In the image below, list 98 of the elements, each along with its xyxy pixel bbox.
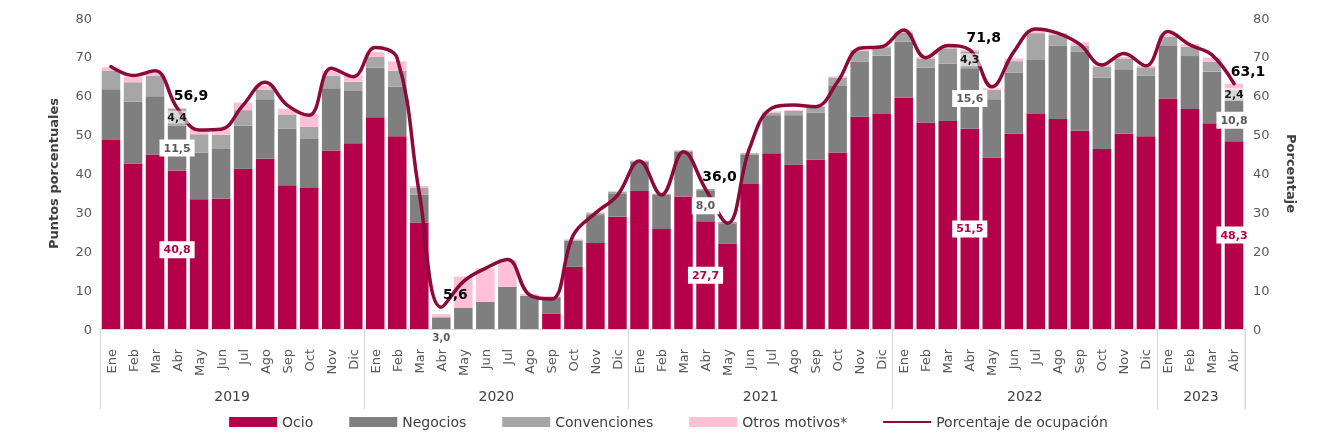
text: 2023: [1183, 388, 1219, 404]
text: 2020: [478, 388, 515, 404]
legend-label: Ocio: [282, 414, 314, 430]
x-tick-label: Nov: [323, 348, 339, 375]
data-label: 40,8: [163, 243, 191, 257]
x-tick-label: Ene: [631, 349, 647, 374]
x-tick-label: Feb: [1182, 349, 1198, 373]
x-tick-label: Jun: [742, 349, 758, 371]
data-label: 27,7: [691, 268, 720, 282]
y-tick-label: 60: [75, 88, 92, 104]
x-tick-label: Jul: [499, 349, 515, 366]
x-tick-label: Jul: [235, 349, 251, 366]
y2-tick-label: 10: [1253, 282, 1270, 298]
data-label: 51,5: [956, 222, 984, 236]
x-tick-label: Mar: [1204, 348, 1220, 374]
data-label: 4,3: [960, 53, 980, 67]
y2-axis-title: Porcentaje: [1284, 134, 1299, 214]
x-tick-label: Ene: [1160, 349, 1176, 374]
x-tick-label: Ago: [521, 348, 537, 375]
x-tick-label: Feb: [918, 349, 934, 373]
y-tick-label: 20: [75, 243, 92, 259]
y-tick-label: 30: [75, 204, 92, 220]
x-tick-label: Mar: [411, 348, 427, 374]
x-tick-label: May: [455, 348, 471, 376]
x-tick-label: Jun: [213, 349, 229, 371]
data-label: 63,1: [1230, 62, 1266, 79]
y-tick-label: 10: [75, 282, 92, 298]
legend-label: Otros motivos*: [742, 414, 848, 430]
data-label: 71,8: [966, 28, 1002, 45]
data-label: 2,4: [1224, 88, 1245, 102]
x-tick-label: Abr: [169, 348, 185, 372]
x-tick-label: Abr: [1226, 348, 1242, 372]
x-tick-label: Oct: [830, 349, 846, 372]
y2-tick-label: 60: [1253, 88, 1270, 104]
x-tick-label: Mar: [940, 348, 956, 374]
legend-label: Convenciones: [555, 414, 654, 430]
data-label: 3,0: [432, 331, 451, 343]
y-tick-label: 70: [75, 49, 92, 65]
x-tick-label: Jun: [477, 349, 493, 371]
x-tick-label: Mar: [147, 348, 163, 374]
y-tick-label: 0: [83, 321, 92, 337]
data-label: 10,8: [1220, 113, 1248, 127]
x-tick-label: Nov: [852, 348, 868, 375]
x-tick-label: Abr: [433, 348, 449, 372]
x-tick-label: May: [191, 348, 207, 376]
x-tick-label: May: [984, 348, 1000, 376]
x-tick-label: Abr: [962, 348, 978, 372]
y-tick-label: 80: [75, 10, 92, 26]
y-tick-label: 50: [75, 127, 92, 143]
x-tick-label: Feb: [653, 349, 669, 373]
legend-label: Porcentaje de ocupación: [936, 414, 1108, 430]
data-label: 15,6: [956, 91, 984, 105]
text: 2021: [742, 388, 779, 404]
x-tick-label: Jun: [1006, 349, 1022, 371]
y2-tick-label: 20: [1253, 243, 1270, 259]
x-tick-label: Oct: [565, 349, 581, 372]
x-tick-label: Jul: [1028, 349, 1044, 366]
y2-tick-label: 40: [1253, 166, 1270, 181]
y-axis-title: Puntos porcentuales: [46, 97, 61, 250]
x-tick-label: Oct: [1094, 349, 1110, 372]
x-tick-label: Feb: [125, 349, 141, 373]
y-tick-label: 40: [75, 166, 92, 181]
data-label: 48,3: [1220, 228, 1248, 242]
y2-tick-label: 0: [1253, 321, 1262, 337]
x-tick-label: Oct: [301, 349, 317, 372]
x-tick-label: Ene: [367, 349, 383, 374]
x-tick-label: Ago: [786, 348, 802, 375]
y2-tick-label: 30: [1253, 204, 1270, 220]
x-tick-label: Jul: [764, 349, 780, 366]
x-tick-label: Sep: [808, 349, 824, 374]
x-tick-label: Nov: [587, 348, 603, 375]
x-tick-label: Dic: [345, 349, 361, 370]
x-tick-label: Ago: [1050, 348, 1066, 375]
x-tick-label: Sep: [1072, 349, 1088, 374]
x-tick-label: Ene: [896, 349, 912, 374]
text: 2019: [214, 388, 250, 404]
x-tick-label: Ene: [103, 349, 119, 374]
x-tick-label: Nov: [1116, 348, 1132, 375]
x-tick-label: Feb: [389, 349, 405, 373]
data-label: 4,4: [167, 110, 188, 124]
x-tick-label: Dic: [1138, 349, 1154, 370]
x-tick-label: Sep: [543, 349, 559, 374]
x-tick-label: Abr: [698, 348, 714, 372]
x-tick-label: Mar: [676, 348, 692, 374]
y2-tick-label: 70: [1253, 49, 1270, 65]
x-tick-label: Dic: [609, 349, 625, 370]
x-tick-label: May: [720, 348, 736, 376]
y2-tick-label: 80: [1253, 10, 1270, 26]
data-label: 8,0: [695, 199, 716, 213]
text: 2022: [1006, 388, 1043, 404]
x-tick-label: Sep: [279, 349, 295, 374]
x-tick-label: Dic: [874, 349, 890, 370]
data-label: 36,0: [702, 168, 738, 185]
y2-tick-label: 50: [1253, 127, 1270, 143]
legend-label: Negocios: [402, 414, 467, 430]
x-tick-label: Ago: [257, 348, 273, 375]
data-label: 11,5: [163, 141, 191, 155]
data-label: 56,9: [173, 86, 209, 103]
